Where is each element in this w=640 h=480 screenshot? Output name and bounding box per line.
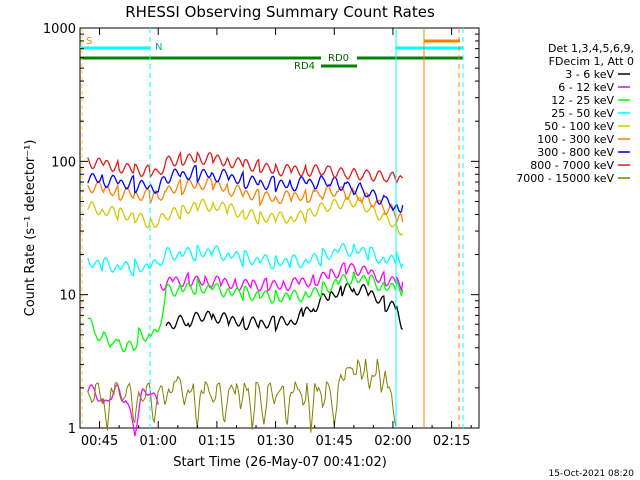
series-line <box>87 384 159 437</box>
series-line <box>87 196 404 236</box>
x-tick-label: 01:00 <box>140 434 177 449</box>
chart-title: RHESSI Observing Summary Count Rates <box>125 3 435 21</box>
plot-area <box>79 27 480 429</box>
x-tick-label: 01:30 <box>257 434 294 449</box>
series-line <box>87 242 404 277</box>
legend-entry: 12 - 25 keV <box>551 94 614 107</box>
rd0-label: RD0 <box>328 53 349 64</box>
rd4-label: RD4 <box>294 61 315 72</box>
legend-entry: 100 - 300 keV <box>537 133 614 146</box>
y-tick-label: 1 <box>68 422 76 437</box>
x-tick-label: 00:45 <box>81 434 118 449</box>
legend-header: Det 1,3,4,5,6,9, <box>548 42 634 55</box>
legend-entry: 300 - 800 keV <box>537 146 614 159</box>
annotation-layer: S N RD0 RD4 <box>80 28 464 428</box>
series-line <box>87 150 404 184</box>
x-tick-label: 01:15 <box>198 434 235 449</box>
series-line <box>87 165 404 214</box>
series-layer <box>87 150 404 437</box>
y-tick-label: 10 <box>59 289 76 304</box>
x-axis-label: Start Time (26-May-07 00:41:02) <box>173 455 387 470</box>
series-line <box>87 176 404 224</box>
plot-frame <box>79 27 480 429</box>
series-line <box>87 358 398 433</box>
series-line <box>165 282 404 333</box>
series-line <box>87 271 404 353</box>
generation-timestamp: 15-Oct-2021 08:20 <box>549 469 635 479</box>
x-axis: 00:45 01:00 01:15 01:30 01:45 02:00 02:15 <box>81 28 472 449</box>
legend-entry: 7000 - 15000 keV <box>516 172 614 185</box>
x-tick-label: 02:15 <box>433 434 470 449</box>
legend-entry: 800 - 7000 keV <box>530 159 614 172</box>
night-label: N <box>155 42 162 53</box>
y-axis-label: Count Rate (s⁻¹ detector⁻¹) <box>23 140 38 317</box>
legend-header: FDecim 1, Att 0 <box>549 55 634 68</box>
legend: Det 1,3,4,5,6,9,FDecim 1, Att 03 - 6 keV… <box>516 42 634 185</box>
y-tick-label: 1000 <box>43 22 76 37</box>
series-line <box>159 262 404 293</box>
x-tick-label: 02:00 <box>374 434 411 449</box>
legend-entry: 6 - 12 keV <box>558 81 614 94</box>
legend-entry: 50 - 100 keV <box>544 120 614 133</box>
x-tick-label: 01:45 <box>316 434 353 449</box>
legend-entry: 25 - 50 keV <box>551 107 614 120</box>
y-tick-label: 100 <box>51 155 76 170</box>
saa-label: S <box>86 36 92 47</box>
y-axis: 1 10 100 1000 <box>43 22 479 437</box>
legend-entry: 3 - 6 keV <box>565 68 614 81</box>
